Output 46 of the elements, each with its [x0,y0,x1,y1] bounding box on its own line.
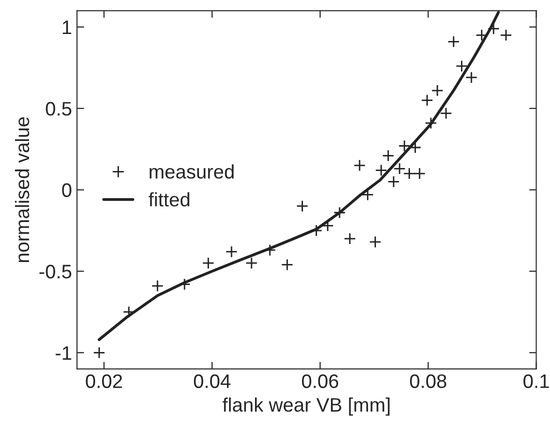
point [421,94,434,106]
y-axis-title: normalised value [14,117,30,262]
point [151,280,164,292]
point [456,60,468,72]
y-tick-label: 1 [62,20,72,34]
point [448,36,460,48]
point [403,167,416,180]
point [382,150,394,162]
y-tick-label: -0.5 [40,264,72,278]
point [202,257,214,270]
line-series [98,10,500,342]
point [334,206,346,219]
point [500,29,512,42]
legend-label: measured [150,164,234,179]
point [344,232,356,245]
point [93,346,106,359]
point [409,141,422,154]
point [225,246,238,258]
point [122,306,135,318]
y-tick-label: 0 [62,183,72,198]
point [354,159,366,172]
point [178,278,191,290]
y-tick-label: 0.5 [46,102,72,116]
point [281,258,294,271]
point [424,117,437,130]
x-tick-label: 0.08 [410,374,446,388]
point [487,22,500,35]
x-tick-label: 0.04 [194,374,230,388]
point [413,167,426,180]
point [465,71,478,84]
point [369,236,382,248]
point [245,257,258,270]
x-axis-title: flank wear VB [mm] [222,397,390,416]
x-tick-label: 0.1 [523,374,549,388]
point [296,200,308,212]
x-tick-label: 0.06 [302,374,338,388]
legend-label: fitted [148,192,190,206]
point [431,84,444,97]
x-tick-label: 0.02 [86,374,122,388]
point [310,224,322,237]
point [393,162,406,175]
point [398,140,410,152]
point [375,164,388,176]
point [440,107,452,120]
point [388,176,400,188]
y-tick-label: -1 [56,346,72,360]
